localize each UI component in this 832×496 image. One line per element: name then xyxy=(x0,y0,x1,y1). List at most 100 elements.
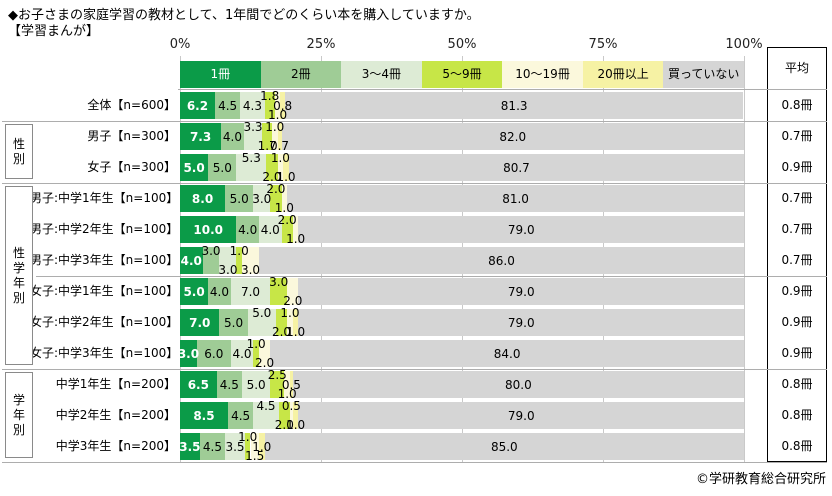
bar-row: 4.0 3.0 3.0 1.0 3.0 86.0 xyxy=(180,244,744,277)
bar-segment xyxy=(180,216,237,243)
bar-segment-label: 85.0 xyxy=(490,439,518,454)
bar-row: 8.5 4.5 4.5 2.0 0.5 1.0 79.0 xyxy=(180,399,744,432)
bar-segment xyxy=(180,278,209,305)
bar-segment-label: 1.0 xyxy=(286,325,306,339)
bar-segment xyxy=(298,278,744,305)
bar-segment-label: 2.0 xyxy=(262,170,282,184)
bar-segment-label: 4.0 xyxy=(180,253,202,268)
bar-segment xyxy=(271,123,278,150)
gridline xyxy=(744,56,745,462)
average-value: 0.7冊 xyxy=(781,191,813,205)
bar-segment xyxy=(277,154,284,181)
bar-segment xyxy=(258,247,744,274)
bar-segment xyxy=(292,402,299,429)
bar-segment-label: 5.3 xyxy=(241,151,261,165)
bar-row: 7.0 5.0 5.0 2.0 1.0 1.0 79.0 xyxy=(180,306,744,339)
row-label: 女子:中学1年生【n=100】 xyxy=(30,284,179,298)
bar-segment xyxy=(180,123,222,150)
bar-segment xyxy=(208,154,237,181)
legend-item: 1冊 xyxy=(180,61,261,88)
bar-segment-label: 1.0 xyxy=(270,151,290,165)
bar-segment-label: 4.0 xyxy=(260,222,280,237)
bar-segment xyxy=(240,92,265,119)
bar-row: 8.0 5.0 3.0 2.0 1.0 81.0 xyxy=(180,182,744,215)
bar-segment xyxy=(258,340,271,367)
bar-segment xyxy=(292,216,299,243)
bar-segment-label: 2.0 xyxy=(266,182,286,196)
bar-segment xyxy=(281,216,293,243)
bar-segment xyxy=(275,309,288,336)
average-value: 0.9冊 xyxy=(781,315,813,329)
chart-title: ◆お子さまの家庭学習の教材として、1年間でどのくらい本を購入していますか。 xyxy=(8,8,480,23)
average-value: 0.9冊 xyxy=(781,160,813,174)
bar-segment xyxy=(283,154,289,181)
legend-item: 5～9冊 xyxy=(421,61,503,88)
bar-segment xyxy=(242,247,259,274)
bar-segment xyxy=(274,92,281,119)
bar-segment-label: 0.5 xyxy=(281,377,301,392)
bar-row: 5.0 5.0 5.3 2.0 1.0 1.0 80.7 xyxy=(180,151,744,184)
bar-segment xyxy=(227,402,254,429)
bar-segment xyxy=(289,402,293,429)
bar-segment-label: 82.0 xyxy=(499,129,527,144)
bar-segment-label: 10.0 xyxy=(193,222,223,237)
bar-segment xyxy=(270,371,285,398)
average-value: 0.9冊 xyxy=(781,284,813,298)
bar-segment-label: 1.0 xyxy=(252,439,272,454)
copyright-text: ©学研教育総合研究所 xyxy=(695,472,826,487)
legend-item: 10～19冊 xyxy=(502,61,583,88)
bar-segment xyxy=(230,340,254,367)
bar-segment-label: 3.0 xyxy=(240,263,261,277)
average-value: 0.8冊 xyxy=(781,439,813,453)
average-value: 0.7冊 xyxy=(781,129,813,143)
bar-segment xyxy=(199,433,226,460)
bar-segment xyxy=(284,371,290,398)
bar-segment-label: 1.0 xyxy=(280,306,300,320)
bar-segment-label: 4.5 xyxy=(218,98,238,113)
bar-segment xyxy=(202,247,220,274)
bar-segment xyxy=(180,185,226,212)
bar-segment-label: 4.5 xyxy=(219,377,239,392)
axis-tick-label: 50% xyxy=(447,37,477,52)
bar-segment-label: 0.5 xyxy=(281,399,301,413)
bar-segment-label: 81.0 xyxy=(502,191,529,206)
bar-segment-label: 4.3 xyxy=(242,98,263,113)
bar-segment-label: 84.0 xyxy=(493,346,521,361)
bar-segment-label: 3.0 xyxy=(218,263,238,277)
group-label: 性別 xyxy=(12,136,25,166)
bar-segment xyxy=(298,216,744,243)
bar-segment xyxy=(196,340,231,367)
bar-segment xyxy=(253,402,279,429)
average-column-box xyxy=(767,47,827,462)
bar-segment-label: 5.0 xyxy=(183,284,205,299)
bar-row: 5.0 4.0 7.0 3.0 2.0 79.0 xyxy=(180,275,744,308)
bar-segment xyxy=(180,92,215,119)
bar-segment-label: 5.0 xyxy=(229,191,249,206)
bar-segment-label: 86.0 xyxy=(488,253,515,268)
bar-segment xyxy=(236,216,259,243)
bar-row: 6.2 4.5 4.3 1.8 1.0 0.8 81.3 xyxy=(180,89,744,122)
bar-segment-label: 3.5 xyxy=(179,439,201,454)
bar-segment-label: 80.0 xyxy=(505,377,532,392)
group-separator-line xyxy=(2,369,827,370)
bar-segment xyxy=(208,278,231,305)
row-label: 女子:中学3年生【n=100】 xyxy=(30,346,179,360)
bar-segment-label: 1.0 xyxy=(286,418,306,432)
row-label: 男子:中学3年生【n=100】 xyxy=(30,253,179,267)
bar-segment-label: 2.5 xyxy=(267,368,287,382)
bar-segment xyxy=(270,185,282,212)
bar-segment xyxy=(281,123,744,150)
bar-segment-label: 1.0 xyxy=(268,108,288,122)
bar-segment-label: 1.0 xyxy=(286,232,306,246)
bar-segment-label: 4.0 xyxy=(238,222,258,237)
bar-segment xyxy=(214,92,241,119)
bar-segment-label: 4.5 xyxy=(231,408,251,423)
average-value: 0.7冊 xyxy=(781,253,813,267)
bar-segment-label: 1.0 xyxy=(277,387,297,401)
bar-segment-label: 2.0 xyxy=(271,325,292,339)
bar-segment xyxy=(219,247,237,274)
bar-segment xyxy=(298,309,744,336)
group-box: 性別 xyxy=(5,124,33,179)
bar-segment-label: 6.0 xyxy=(204,346,224,361)
